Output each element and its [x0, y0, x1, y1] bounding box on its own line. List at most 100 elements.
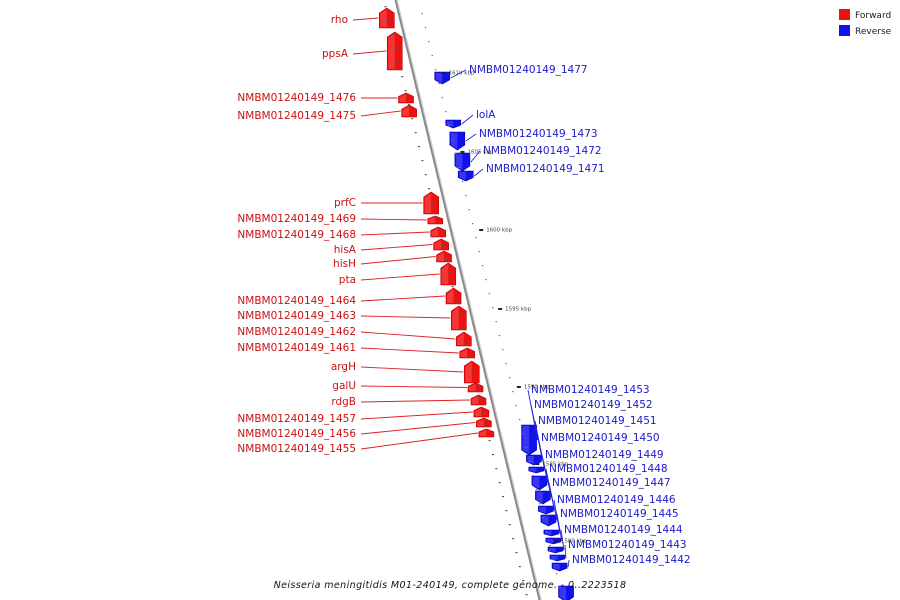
forward-gene-block [459, 347, 476, 359]
minor-tick [498, 335, 501, 337]
forward-gene-block [476, 417, 492, 428]
forward-gene-block [427, 215, 444, 225]
forward-gene-label: NMBM01240149_1468 [237, 229, 356, 241]
forward-gene-label: galU [332, 380, 356, 392]
minor-tick [495, 321, 497, 323]
forward-gene-label: rho [331, 14, 348, 26]
minor-tick [428, 188, 431, 190]
minor-tick [441, 97, 444, 99]
forward-gene-block [436, 250, 452, 263]
reverse-gene-block [545, 537, 562, 545]
minor-tick [448, 272, 451, 274]
minor-tick [498, 482, 501, 484]
forward-gene-label: NMBM01240149_1456 [237, 428, 356, 440]
legend-reverse-swatch [839, 25, 850, 36]
minor-tick [485, 279, 487, 281]
forward-gene-block [430, 226, 446, 238]
scale-tick-label: 1610 kbp [449, 71, 475, 77]
forward-gene-block [451, 305, 467, 331]
reverse-gene-label: NMBM01240149_1442 [572, 554, 691, 566]
minor-tick [485, 426, 488, 428]
forward-callout-line [360, 432, 478, 450]
reverse-callout-line [541, 454, 552, 498]
forward-gene-block [470, 394, 487, 406]
forward-callout-line [360, 244, 433, 251]
minor-tick [525, 447, 528, 449]
forward-callout-line [360, 110, 401, 117]
minor-tick [549, 545, 551, 547]
minor-tick [492, 307, 494, 309]
major-tick [460, 151, 465, 153]
reverse-gene-block [449, 131, 466, 151]
minor-tick [552, 559, 554, 561]
minor-tick [488, 440, 491, 442]
minor-tick [448, 125, 450, 127]
minor-tick [418, 146, 421, 148]
minor-tick [502, 496, 505, 498]
scale-tick-label: 1595 kbp [505, 307, 531, 313]
reverse-callout-line [470, 150, 481, 163]
reverse-gene-block [454, 152, 471, 172]
reverse-callout-line [465, 133, 477, 142]
genome-axis-highlight [396, 0, 542, 600]
minor-tick [545, 531, 548, 533]
reverse-gene-label: NMBM01240149_1453 [531, 384, 650, 396]
minor-tick [438, 230, 441, 232]
legend: Forward Reverse [839, 9, 892, 37]
forward-gene-label: NMBM01240149_1457 [237, 413, 356, 425]
forward-gene-label: NMBM01240149_1476 [237, 92, 356, 104]
reverse-callout-line [553, 499, 561, 534]
minor-tick [512, 538, 515, 540]
forward-gene-label: NMBM01240149_1462 [237, 326, 356, 338]
forward-gene-block [433, 238, 449, 251]
forward-callout-line [360, 218, 427, 221]
forward-gene-label: NMBM01240149_1475 [237, 110, 356, 122]
minor-tick [431, 202, 434, 204]
minor-tick [461, 328, 464, 330]
reverse-gene-label: NMBM01240149_1443 [568, 539, 687, 551]
genome-axis [394, 0, 542, 600]
reverse-gene-block [528, 466, 545, 474]
minor-tick [401, 76, 404, 78]
forward-gene-block [386, 31, 403, 71]
minor-tick [491, 454, 494, 456]
minor-tick [444, 111, 447, 113]
reverse-gene-label: NMBM01240149_1471 [486, 163, 605, 175]
reverse-callout-line [560, 529, 565, 551]
forward-gene-block [473, 406, 490, 418]
forward-callout-line [352, 17, 379, 21]
forward-gene-block [440, 262, 457, 286]
reverse-gene-block [551, 562, 568, 572]
minor-tick [394, 48, 397, 50]
forward-callout-line [360, 411, 473, 420]
minor-tick [465, 195, 467, 197]
minor-tick [458, 167, 460, 169]
minor-tick [518, 566, 521, 568]
scale-tick-label: 1590 kbp [524, 385, 550, 391]
minor-tick [535, 489, 538, 491]
minor-tick [502, 349, 504, 351]
scale-ticks: 1610 kbp 1605 kbp 1600 kbp 1595 kbp 1590 kbp… [384, 6, 587, 596]
gene-tracks [379, 0, 574, 600]
reverse-gene-label: NMBM01240149_1452 [534, 399, 653, 411]
minor-tick [438, 83, 440, 85]
reverse-gene-label: NMBM01240149_1446 [557, 494, 676, 506]
reverse-gene-label: NMBM01240149_1448 [549, 463, 668, 475]
minor-tick [495, 468, 498, 470]
minor-tick [387, 20, 390, 22]
reverse-gene-label: NMBM01240149_1444 [564, 524, 683, 536]
reverse-callout-line [473, 168, 484, 177]
forward-callout-line [360, 273, 440, 281]
reverse-gene-label: NMBM01240149_1447 [552, 477, 671, 489]
minor-tick [411, 118, 414, 120]
minor-tick [512, 391, 514, 393]
forward-callout-line [360, 315, 451, 319]
reverse-gene-block [434, 71, 451, 85]
minor-tick [414, 132, 417, 134]
legend-forward-swatch [839, 9, 850, 20]
forward-gene-block [467, 382, 484, 393]
label-callouts: rho ppsA NMBM01240149_1476 NMBM01240149_147… [237, 14, 691, 568]
reverse-gene-block [521, 424, 537, 456]
minor-tick [518, 419, 521, 421]
forward-gene-block [463, 360, 480, 384]
